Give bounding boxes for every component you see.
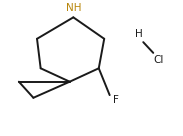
- Text: H: H: [135, 29, 143, 39]
- Text: NH: NH: [66, 3, 81, 13]
- Text: Cl: Cl: [153, 55, 164, 65]
- Text: F: F: [113, 95, 119, 105]
